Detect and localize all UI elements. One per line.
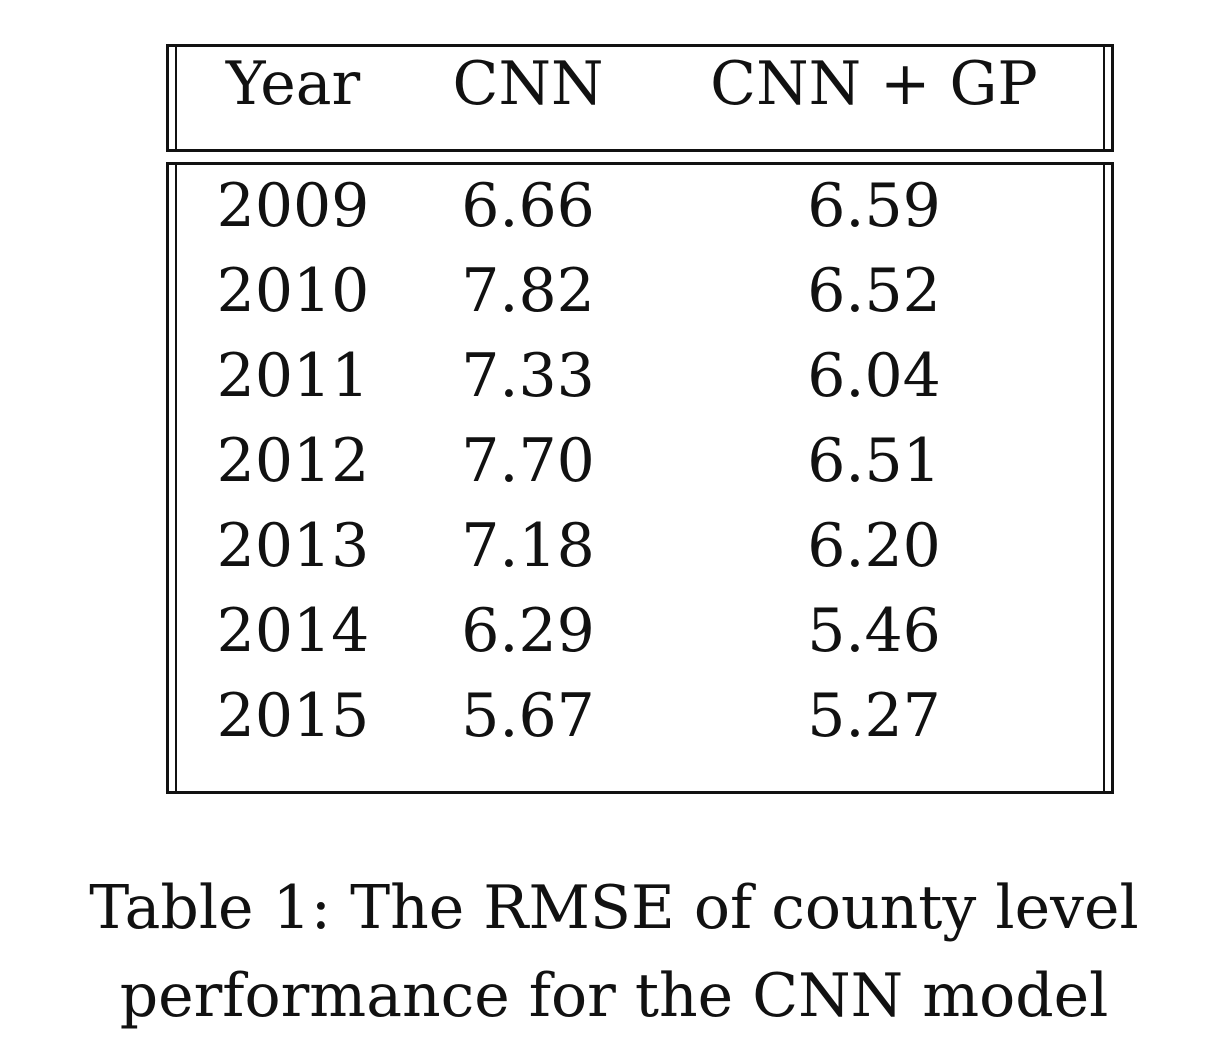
table-body-frame (166, 162, 1114, 794)
cell-cnn: 7.33 (461, 341, 595, 411)
cell-cnn: 7.18 (461, 511, 595, 581)
cell-cnn: 6.66 (461, 171, 595, 241)
cell-cnn-gp: 6.04 (807, 341, 941, 411)
header-cnn-gp: CNN + GP (710, 49, 1038, 119)
cell-year: 2015 (216, 681, 370, 751)
cell-cnn: 7.70 (461, 426, 595, 496)
cell-year: 2009 (216, 171, 370, 241)
table-caption: Table 1: The RMSE of county level perfor… (0, 864, 1228, 1040)
cell-year: 2010 (216, 256, 370, 326)
cell-cnn-gp: 5.27 (807, 681, 941, 751)
cell-cnn-gp: 6.20 (807, 511, 941, 581)
cell-year: 2012 (216, 426, 370, 496)
caption-line-1: Table 1: The RMSE of county level (89, 873, 1139, 943)
cell-year: 2014 (216, 596, 370, 666)
cell-cnn-gp: 6.52 (807, 256, 941, 326)
cell-year: 2011 (216, 341, 370, 411)
cell-cnn-gp: 6.59 (807, 171, 941, 241)
cell-cnn: 5.67 (461, 681, 595, 751)
header-cnn: CNN (452, 49, 604, 119)
cell-cnn: 7.82 (461, 256, 595, 326)
cell-year: 2013 (216, 511, 370, 581)
cell-cnn-gp: 6.51 (807, 426, 941, 496)
header-year: Year (225, 49, 361, 119)
cell-cnn-gp: 5.46 (807, 596, 941, 666)
cell-cnn: 6.29 (461, 596, 595, 666)
table-header-frame (166, 44, 1114, 152)
caption-line-2: performance for the CNN model (119, 961, 1109, 1031)
